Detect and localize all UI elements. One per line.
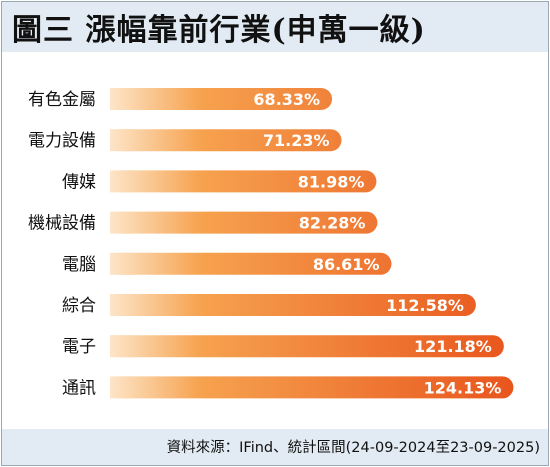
bar-left-cap [110,88,132,110]
bar-left-cap [110,294,132,316]
bar-left-cap [110,252,132,275]
bar-left-cap [110,376,132,399]
category-label: 機械設備 [28,214,96,234]
bar [110,211,378,234]
category-label: 電腦 [62,255,96,275]
bar [110,294,476,316]
bar-left-cap [110,335,132,358]
bar [110,88,333,110]
value-label: 121.18% [414,337,492,356]
value-label: 68.33% [253,90,320,109]
value-label: 86.61% [313,255,380,274]
category-label: 電力設備 [28,131,96,151]
category-label: 綜合 [62,296,96,316]
bar-left-cap [110,170,132,193]
source-footer: 資料來源：IFind、統計區間(24-09-2024至23-09-2025) [2,429,548,465]
source-note: 資料來源：IFind、統計區間(24-09-2024至23-09-2025) [166,440,540,456]
value-label: 71.23% [263,131,330,150]
bar [110,335,504,358]
value-label: 124.13% [424,378,502,397]
value-label: 112.58% [386,296,464,315]
chart-title: 圖三 漲幅靠前行業(申萬一級) [12,13,426,48]
bar-left-cap [110,211,132,234]
category-label: 通訊 [62,378,96,398]
bar [110,170,377,193]
bar [110,376,514,399]
value-label: 81.98% [298,172,365,191]
title-banner: 圖三 漲幅靠前行業(申萬一級) [2,2,548,52]
bar-left-cap [110,129,132,152]
value-label: 82.28% [299,214,366,233]
category-label: 電子 [62,337,96,357]
category-label: 傳媒 [62,172,96,192]
bar [110,252,392,275]
bar [110,129,342,152]
category-label: 有色金屬 [28,90,96,110]
